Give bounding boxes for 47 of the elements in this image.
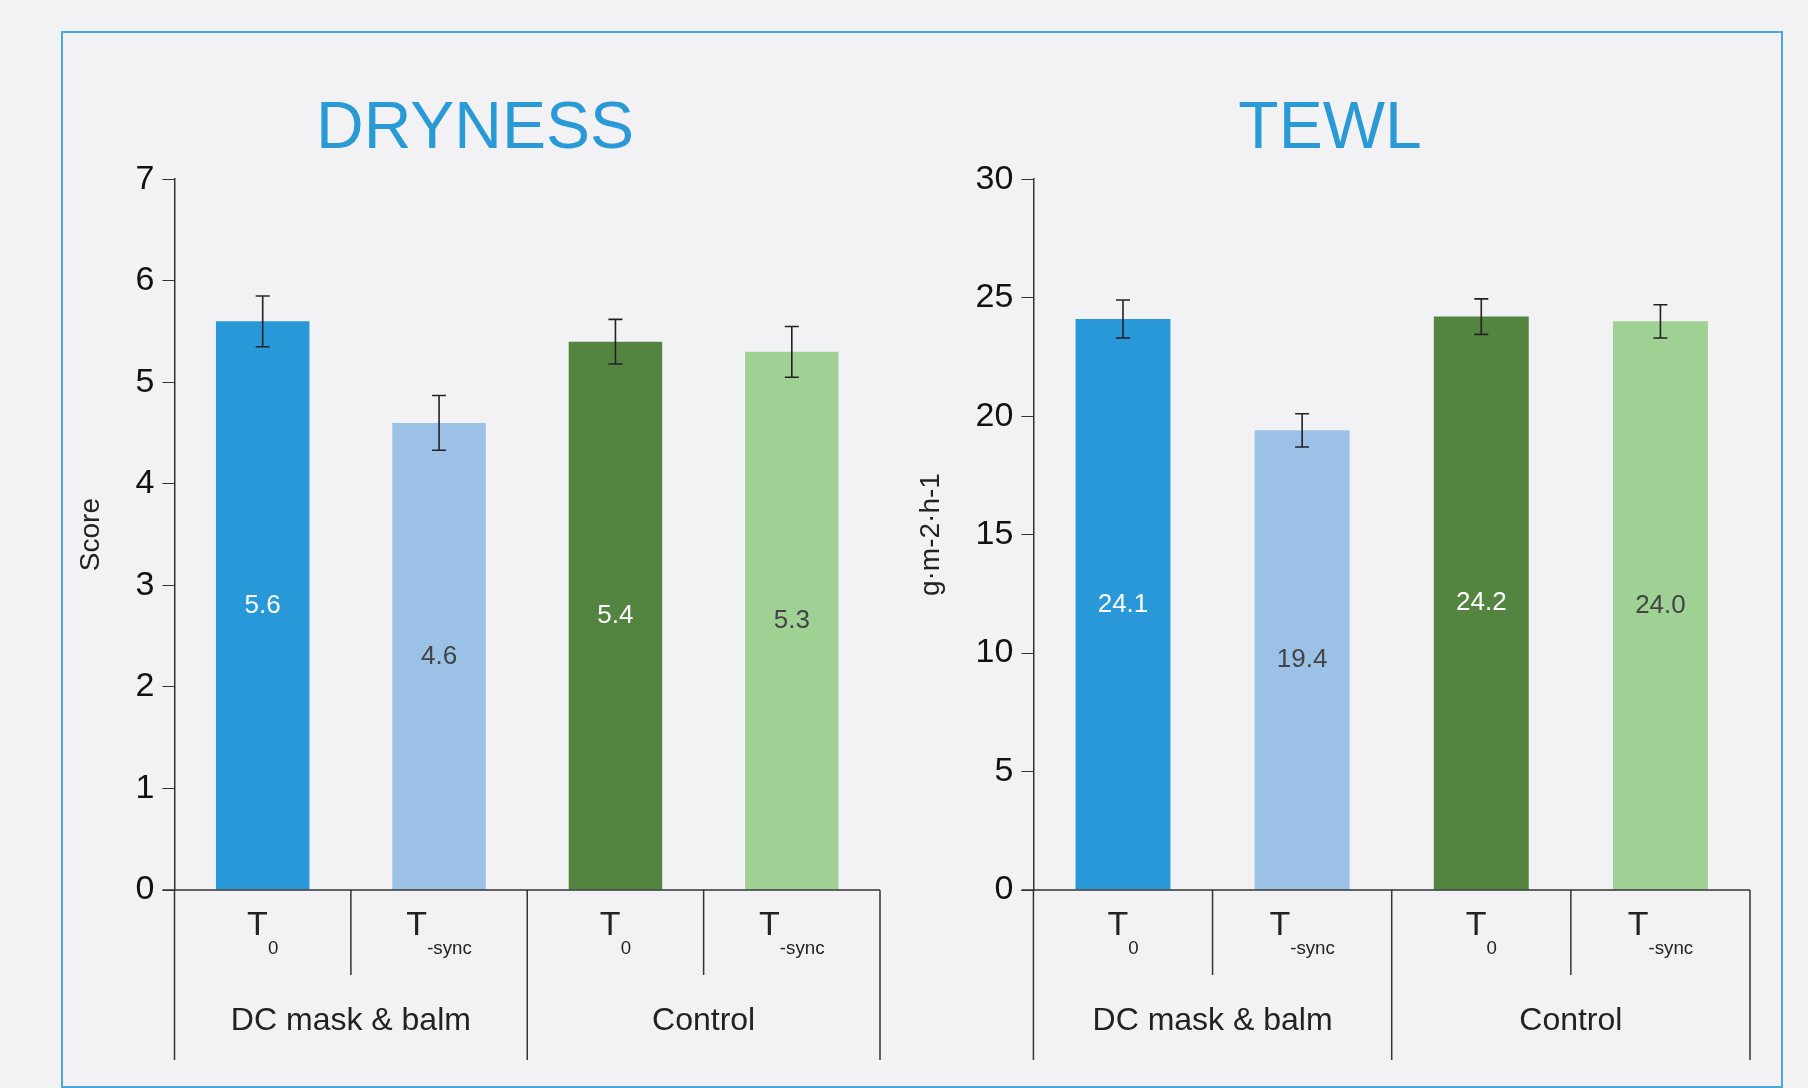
data-label: 5.4	[597, 599, 634, 630]
text: Control	[652, 1001, 756, 1037]
x-tick-label: T-sync	[1627, 904, 1694, 958]
bar	[1254, 430, 1350, 890]
y-tick-label: 10	[975, 631, 1014, 670]
y-axis-title: Score	[73, 498, 105, 572]
y-tick-label: 0	[994, 868, 1014, 907]
chart-title: TEWL	[1238, 87, 1422, 162]
y-tick-label: 20	[975, 394, 1014, 433]
x-tick-label: T-sync	[406, 904, 472, 958]
bar	[1612, 321, 1708, 890]
bar	[215, 321, 310, 890]
x-tick-label: T-sync	[759, 904, 825, 958]
bar	[745, 351, 839, 890]
y-tick-label: 30	[975, 157, 1014, 196]
y-axis-title: g·m-2·h-1	[913, 473, 945, 597]
y-tick-label: 0	[135, 868, 155, 907]
y-tick-label: 1	[135, 766, 155, 805]
data-label: 24.1	[1097, 587, 1149, 618]
y-tick-label: 2	[135, 665, 155, 704]
data-label: 24.0	[1635, 588, 1686, 619]
bar	[392, 422, 486, 890]
y-tick-label: 3	[135, 563, 155, 602]
x-tick-label: T-sync	[1269, 904, 1335, 958]
y-tick-label: 5	[994, 749, 1014, 788]
data-label: 5.6	[244, 588, 281, 619]
x-tick-label: T0	[1107, 904, 1139, 958]
data-label: 24.2	[1455, 586, 1507, 617]
chart-title: DRYNESS	[316, 87, 634, 162]
text: Control	[1519, 1001, 1623, 1037]
text: DC mask & balm	[230, 1001, 471, 1037]
y-tick-label: 7	[135, 157, 155, 196]
y-tick-label: 4	[135, 462, 155, 501]
y-tick-label: 25	[975, 276, 1014, 315]
data-label: 4.6	[420, 639, 458, 670]
bar	[1433, 316, 1529, 890]
bar	[1075, 318, 1171, 890]
y-tick-label: 5	[135, 360, 155, 399]
x-tick-label: T0	[599, 904, 632, 958]
y-tick-label: 6	[135, 259, 155, 298]
x-tick-label: T0	[1465, 904, 1497, 958]
data-label: 5.3	[773, 604, 810, 635]
bar	[568, 341, 663, 890]
x-tick-label: T0	[247, 904, 279, 958]
data-label: 19.4	[1276, 643, 1328, 674]
text: DC mask & balm	[1092, 1001, 1333, 1037]
y-tick-label: 15	[975, 512, 1014, 551]
